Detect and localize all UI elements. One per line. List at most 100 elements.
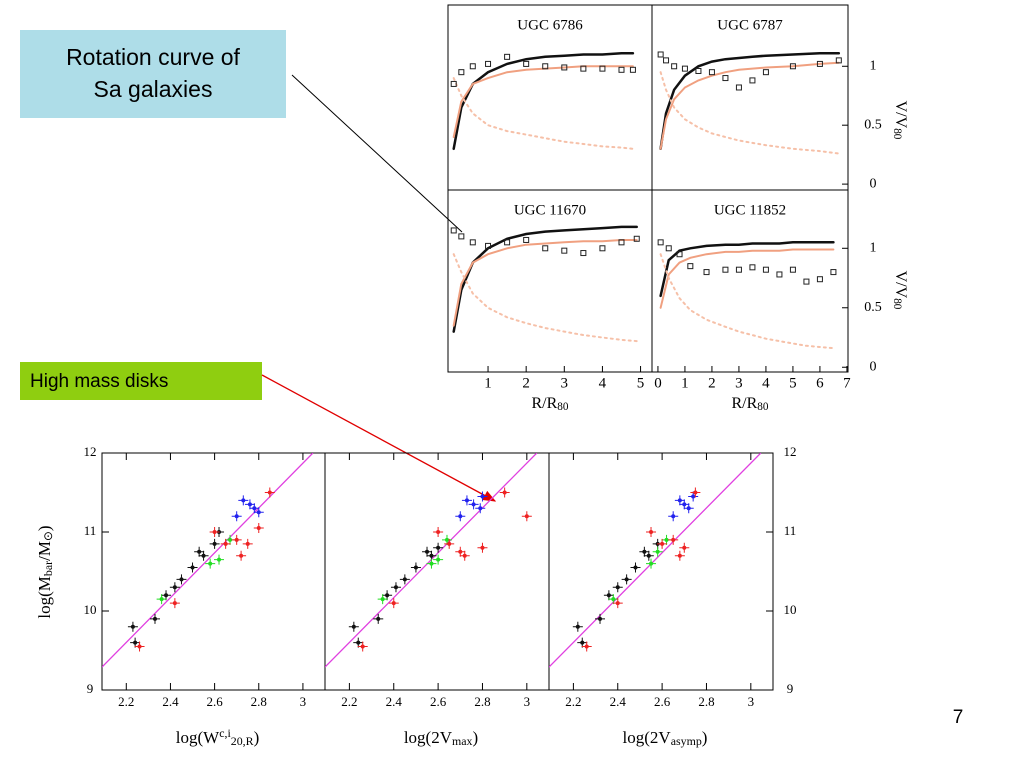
data-point [380,597,385,602]
x-tick-label: 2 [522,375,530,391]
label-part: V/V [892,271,909,299]
y-tick-label: 10 [784,602,797,617]
label-part: ) [35,525,54,531]
y-tick-label: 9 [787,681,794,696]
x-tick-label: 2.2 [565,694,581,709]
data-point [436,545,441,550]
data-point [624,577,629,582]
x-tick-label: 3 [748,694,755,709]
y-axis-label: V/V80 [891,101,909,140]
observed-point [687,263,694,270]
observed-point [618,239,625,246]
panel-frame [324,452,550,691]
data-point [671,514,676,519]
observed-point [663,57,670,64]
observed-point [523,60,530,67]
x-tick-label: 2 [708,375,716,391]
data-point [391,601,396,606]
observed-point [504,239,511,246]
data-point [677,498,682,503]
callout-text: High mass disks [30,371,168,392]
x-tick-label: 1 [681,375,689,391]
data-point [436,557,441,562]
data-point [267,490,272,495]
observed-point [523,236,530,243]
observed-point [458,69,465,76]
label-part: bar [41,561,55,576]
label-part: R/R [532,395,558,412]
x-tick-label: 2.6 [654,694,671,709]
label-part: max [452,734,473,748]
data-point [580,640,585,645]
x-tick-label: 0 [654,375,662,391]
callout-text: Rotation curve of [66,44,240,70]
data-point [611,597,616,602]
callout-arrow [261,374,497,502]
data-point [649,561,654,566]
data-point [172,601,177,606]
observed-point [722,266,729,273]
y-tick-label: 0 [870,359,877,374]
data-point [256,526,261,531]
y-tick-label: 9 [87,681,94,696]
data-point [615,585,620,590]
observed-point [633,235,640,242]
fit-line [102,453,314,668]
x-axis-label: log(2Vmax) [404,728,478,748]
data-point [671,537,676,542]
y-tick-label: 12 [784,444,797,459]
panel-title: UGC 6786 [517,17,583,33]
data-point [458,549,463,554]
label-part: log(W [176,728,220,747]
label-part: /M [35,541,54,561]
data-point [164,593,169,598]
data-point [606,593,611,598]
data-point [462,553,467,558]
x-tick-label: 5 [637,375,645,391]
observed-point [450,227,457,234]
x-tick-label: 3 [300,694,307,709]
y-tick-label: 12 [84,444,97,459]
x-tick-label: 2.2 [341,694,357,709]
x-tick-label: 3 [524,694,531,709]
observed-point [665,245,672,252]
data-point [212,541,217,546]
y-tick-label: 0.5 [864,300,882,315]
x-tick-label: 2.6 [430,694,447,709]
observed-point [749,264,756,271]
data-point [190,565,195,570]
data-point [402,577,407,582]
data-point [208,561,213,566]
data-point [677,553,682,558]
data-point [447,541,452,546]
data-point [471,502,476,507]
data-point [502,490,507,495]
data-point [691,494,696,499]
label-part: 20,R [231,734,254,748]
data-point [646,553,651,558]
data-point [584,644,589,649]
data-point [598,616,603,621]
data-point [655,549,660,554]
observed-point [762,266,769,273]
x-axis-label: log(2Vasymp) [623,728,708,748]
data-point [444,537,449,542]
data-point [682,545,687,550]
x-tick-label: 2.8 [474,694,490,709]
data-point [425,549,430,554]
y-tick-label: 10 [84,602,97,617]
fit-line [549,453,762,668]
observed-point [657,239,664,246]
label-part: ) [472,728,478,747]
callout-box [20,362,262,400]
observed-point [681,65,688,72]
model-curve-dotted [452,253,638,343]
observed-point [469,63,476,70]
x-tick-label: 7 [843,375,851,391]
observed-point [485,60,492,67]
panel-title: UGC 11670 [514,202,586,218]
page-number: 7 [953,707,964,728]
data-point [234,537,239,542]
observed-point [469,239,476,246]
